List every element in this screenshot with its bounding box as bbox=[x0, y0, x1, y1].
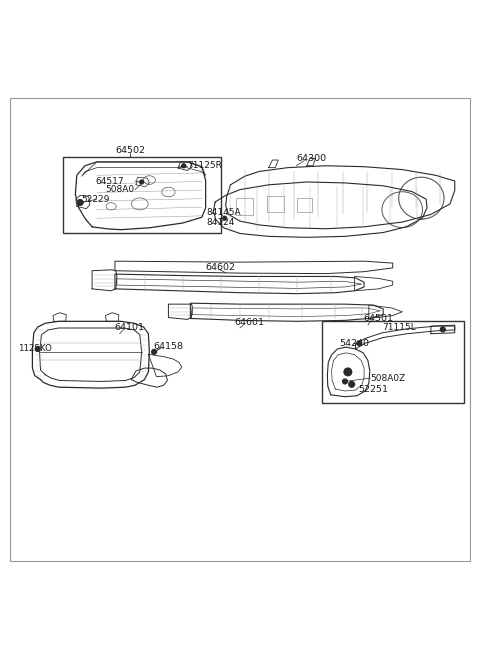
Circle shape bbox=[140, 180, 144, 184]
Text: 84145A: 84145A bbox=[206, 208, 241, 217]
Text: 64502: 64502 bbox=[115, 146, 145, 155]
Circle shape bbox=[343, 379, 348, 384]
Text: 54240: 54240 bbox=[339, 338, 369, 348]
Text: 71115L: 71115L bbox=[382, 323, 416, 333]
Circle shape bbox=[152, 350, 156, 354]
Text: 52229: 52229 bbox=[81, 195, 109, 203]
Circle shape bbox=[357, 341, 362, 346]
Bar bbox=[267, 195, 284, 213]
Bar bbox=[237, 198, 253, 215]
Text: 1125KO: 1125KO bbox=[18, 344, 52, 354]
Bar bbox=[297, 197, 312, 212]
Circle shape bbox=[344, 368, 352, 376]
Circle shape bbox=[441, 327, 445, 332]
Text: 64602: 64602 bbox=[205, 263, 236, 272]
Text: 508A0: 508A0 bbox=[105, 185, 134, 194]
Bar bbox=[322, 321, 464, 403]
Text: 64101: 64101 bbox=[115, 323, 144, 333]
Text: 64501: 64501 bbox=[363, 314, 393, 323]
Text: 52251: 52251 bbox=[359, 384, 388, 394]
Text: 64517: 64517 bbox=[96, 176, 124, 186]
Text: 84124: 84124 bbox=[206, 218, 235, 226]
Bar bbox=[63, 157, 221, 233]
Circle shape bbox=[77, 199, 83, 205]
Circle shape bbox=[223, 216, 227, 220]
Text: 508A0Z: 508A0Z bbox=[370, 374, 406, 382]
Circle shape bbox=[182, 164, 186, 168]
Text: 64300: 64300 bbox=[296, 154, 326, 163]
Text: 64158: 64158 bbox=[153, 342, 183, 351]
Circle shape bbox=[349, 381, 355, 387]
Text: 64601: 64601 bbox=[234, 318, 264, 327]
Text: 71125R: 71125R bbox=[188, 161, 222, 171]
Circle shape bbox=[35, 346, 40, 352]
